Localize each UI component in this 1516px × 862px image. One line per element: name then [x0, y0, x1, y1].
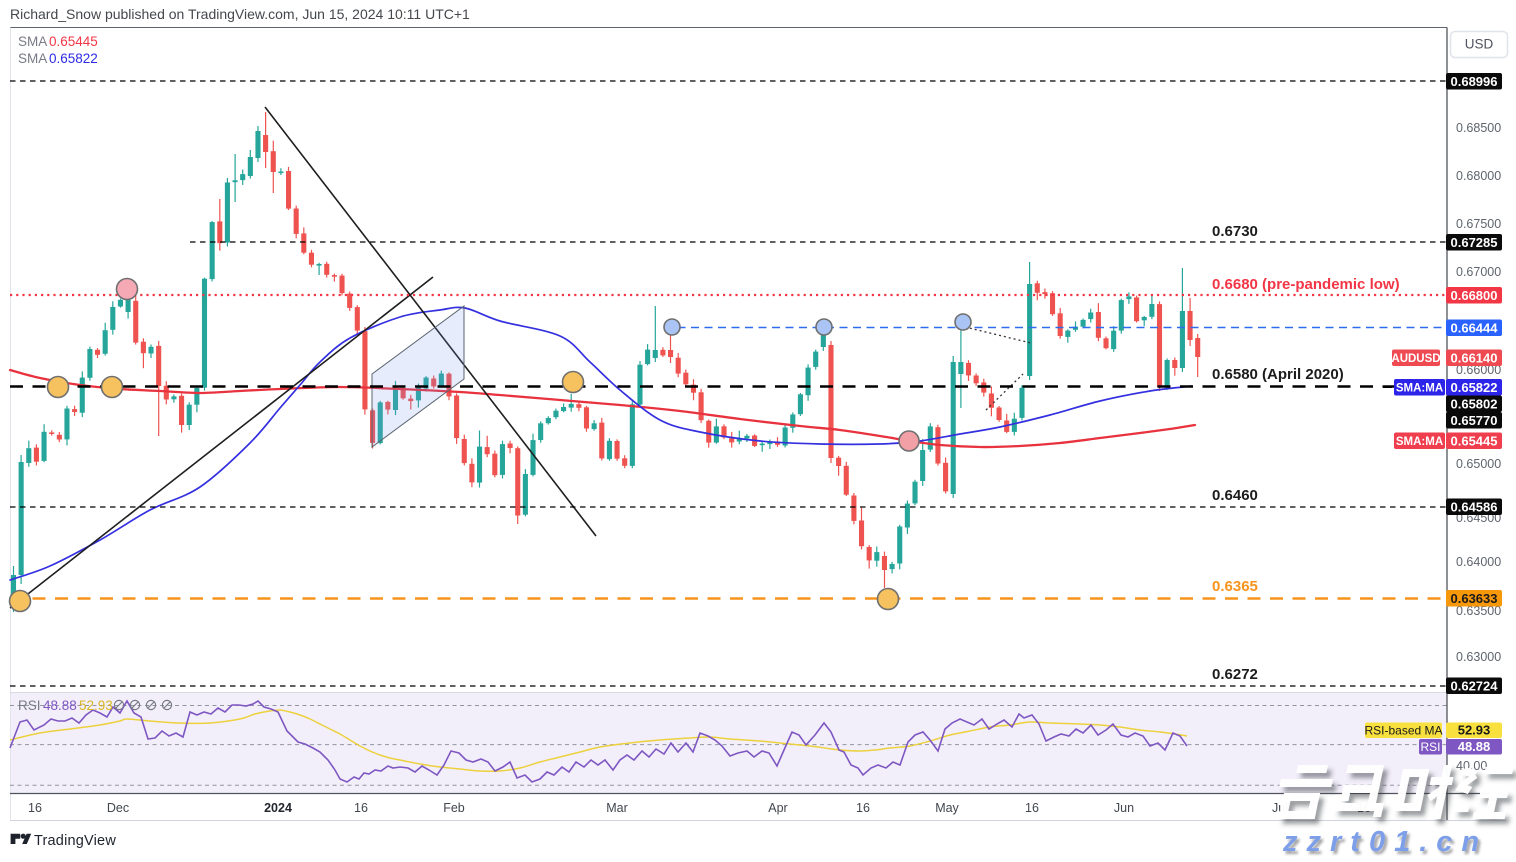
- svg-text:SMA:MA: SMA:MA: [1396, 383, 1443, 395]
- svg-text:SMA: SMA: [18, 51, 47, 66]
- svg-text:0.67000: 0.67000: [1456, 265, 1501, 279]
- svg-text:52.93: 52.93: [1458, 723, 1491, 738]
- svg-text:48.88: 48.88: [43, 698, 77, 713]
- svg-text:0.65822: 0.65822: [1451, 380, 1498, 395]
- svg-text:0.65822: 0.65822: [49, 51, 98, 66]
- svg-text:0.63500: 0.63500: [1456, 604, 1501, 618]
- svg-text:RSI: RSI: [1420, 740, 1440, 754]
- svg-text:Mar: Mar: [606, 801, 628, 815]
- svg-text:RSI: RSI: [18, 698, 41, 713]
- svg-text:0.66140: 0.66140: [1451, 351, 1498, 366]
- svg-text:48.88: 48.88: [1458, 739, 1491, 754]
- svg-text:0.6460: 0.6460: [1212, 487, 1258, 504]
- svg-text:RSI-based MA: RSI-based MA: [1364, 724, 1442, 738]
- svg-text:0.63000: 0.63000: [1456, 650, 1501, 664]
- svg-text:0.6365: 0.6365: [1212, 578, 1258, 595]
- svg-text:SMA:MA: SMA:MA: [1396, 436, 1443, 448]
- svg-text:16: 16: [856, 801, 870, 815]
- svg-text:0.66444: 0.66444: [1451, 321, 1499, 336]
- svg-text:0.67500: 0.67500: [1456, 217, 1501, 231]
- svg-text:0.65802: 0.65802: [1451, 397, 1498, 412]
- svg-text:0.64000: 0.64000: [1456, 555, 1501, 569]
- svg-text:Jun: Jun: [1114, 801, 1134, 815]
- svg-text:Feb: Feb: [443, 801, 465, 815]
- svg-text:2024: 2024: [264, 801, 292, 815]
- svg-text:0.64586: 0.64586: [1451, 500, 1498, 515]
- svg-text:0.6272: 0.6272: [1212, 666, 1258, 683]
- svg-text:0.65445: 0.65445: [49, 34, 98, 49]
- svg-text:16: 16: [354, 801, 368, 815]
- svg-text:0.65445: 0.65445: [1451, 434, 1498, 449]
- svg-text:Apr: Apr: [768, 801, 787, 815]
- svg-text:52.93: 52.93: [79, 698, 113, 713]
- svg-text:AUDUSD: AUDUSD: [1391, 353, 1440, 365]
- svg-text:0.65000: 0.65000: [1456, 457, 1501, 471]
- svg-text:0.68000: 0.68000: [1456, 169, 1501, 183]
- svg-text:zzrt01.cn: zzrt01.cn: [1282, 826, 1488, 857]
- svg-text:0.65770: 0.65770: [1451, 413, 1498, 428]
- svg-text:USD: USD: [1465, 37, 1494, 52]
- svg-text:TradingView: TradingView: [34, 833, 116, 849]
- svg-text:Dec: Dec: [107, 801, 129, 815]
- svg-text:16: 16: [28, 801, 42, 815]
- svg-text:0.67285: 0.67285: [1451, 235, 1498, 250]
- svg-text:Richard_Snow published on Trad: Richard_Snow published on TradingView.co…: [10, 6, 470, 22]
- svg-text:0.6730: 0.6730: [1212, 223, 1258, 240]
- svg-text:0.66800: 0.66800: [1451, 288, 1498, 303]
- svg-text:0.62724: 0.62724: [1451, 679, 1499, 694]
- svg-text:May: May: [935, 801, 959, 815]
- svg-text:40.00: 40.00: [1456, 759, 1487, 773]
- svg-text:SMA: SMA: [18, 34, 47, 49]
- svg-text:16: 16: [1025, 801, 1039, 815]
- svg-text:0.6580 (April 2020): 0.6580 (April 2020): [1212, 366, 1344, 383]
- svg-text:0.68500: 0.68500: [1456, 121, 1501, 135]
- svg-text:0.6680 (pre-pandemic low): 0.6680 (pre-pandemic low): [1212, 276, 1400, 293]
- svg-text:0.63633: 0.63633: [1451, 591, 1498, 606]
- svg-text:0.68996: 0.68996: [1451, 74, 1498, 89]
- svg-text:0.66000: 0.66000: [1456, 363, 1501, 377]
